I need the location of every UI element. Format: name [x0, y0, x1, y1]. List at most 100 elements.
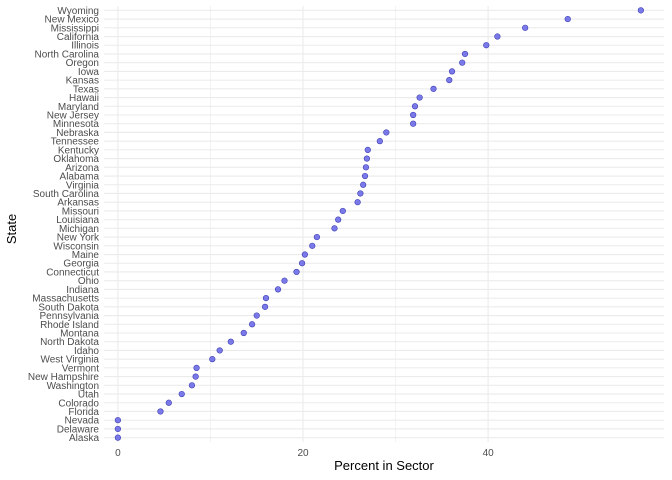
y-tick-label: Washington [47, 381, 99, 392]
data-point [274, 286, 282, 293]
data-point [383, 129, 390, 136]
y-tick-label: Minnesota [53, 119, 100, 130]
y-tick-label: Vermont [62, 363, 99, 374]
data-point [313, 233, 320, 241]
data-point [178, 390, 185, 398]
y-tick-label: Connecticut [46, 267, 99, 278]
y-tick-label: Arkansas [57, 198, 99, 209]
data-point [240, 329, 247, 337]
data-point [114, 425, 121, 433]
y-tick-label: Arizona [65, 163, 99, 174]
y-tick-label: Nebraska [56, 128, 99, 139]
data-point [188, 382, 196, 389]
y-tick-label: Hawaii [69, 93, 99, 104]
y-tick-label: Utah [78, 390, 99, 401]
x-tick-label: 20 [297, 448, 309, 459]
data-point [114, 417, 121, 424]
data-point [253, 312, 260, 319]
data-point [209, 356, 216, 363]
data-point [301, 251, 308, 258]
data-point [411, 103, 419, 110]
data-point [430, 85, 437, 92]
data-point [376, 138, 383, 145]
x-tick-label: 40 [483, 448, 495, 459]
data-points [114, 7, 644, 441]
y-tick-label: Alabama [60, 172, 100, 183]
data-point [410, 111, 417, 119]
y-tick-label: Mississippi [51, 23, 99, 34]
data-point [192, 373, 199, 380]
data-point [416, 94, 423, 101]
y-tick-label: South Carolina [33, 189, 100, 200]
y-tick-label: Michigan [59, 224, 99, 235]
y-axis-title: State [4, 214, 19, 244]
y-tick-label: Kansas [66, 76, 99, 87]
data-point [360, 181, 367, 188]
y-tick-label: Tennessee [51, 137, 100, 148]
y-tick-label: New Hampshire [28, 372, 100, 383]
data-point [157, 408, 164, 415]
data-point [193, 364, 200, 371]
y-tick-label: Wyoming [57, 6, 99, 17]
data-point [357, 190, 364, 197]
y-tick-label: California [57, 32, 100, 43]
y-tick-label: Indiana [66, 285, 99, 296]
x-axis-title: Percent in Sector [334, 458, 434, 473]
data-point [564, 15, 571, 23]
data-point [522, 24, 529, 31]
data-point [114, 434, 121, 441]
data-point [448, 68, 456, 75]
y-tick-label: North Dakota [40, 337, 99, 348]
y-tick-label: Montana [60, 329, 99, 340]
y-tick-label: Pennsylvania [40, 311, 100, 322]
data-point [335, 216, 342, 223]
y-tick-label: Florida [68, 407, 99, 418]
data-point [494, 33, 501, 40]
y-tick-label: Alaska [69, 433, 99, 444]
y-tick-label: Louisiana [56, 215, 99, 226]
y-tick-label: Rhode Island [40, 320, 99, 331]
data-point [637, 7, 644, 14]
y-tick-label: Wisconsin [53, 241, 99, 252]
y-tick-label: Massachusetts [32, 294, 99, 305]
y-tick-label: Delaware [57, 424, 100, 435]
grid-lines [104, 6, 664, 442]
data-point [362, 164, 370, 171]
y-tick-label: New Jersey [47, 111, 99, 122]
y-tick-label: West Virginia [40, 355, 99, 366]
y-tick-label: Illinois [71, 41, 99, 52]
y-tick-label: Maryland [58, 102, 99, 113]
data-point [262, 295, 270, 302]
data-point [410, 120, 417, 127]
data-point [339, 207, 346, 215]
y-tick-label: Oregon [66, 58, 99, 69]
y-tick-label: Nevada [65, 416, 100, 427]
data-point [363, 155, 370, 162]
data-point [309, 242, 316, 249]
x-axis-tick-labels: 0 20 40 [115, 448, 494, 459]
data-point [364, 146, 371, 153]
data-point [281, 277, 288, 284]
y-tick-label: Virginia [66, 180, 100, 191]
data-point [461, 50, 469, 58]
y-tick-label: Iowa [78, 67, 100, 78]
data-point [293, 268, 300, 276]
data-point [165, 399, 172, 406]
data-point [354, 199, 361, 206]
data-point [361, 172, 369, 180]
data-point [261, 303, 269, 310]
data-point [483, 42, 490, 49]
y-tick-label: Kentucky [58, 145, 99, 156]
y-tick-label: Missouri [62, 206, 99, 217]
data-point [227, 338, 234, 345]
y-tick-label: Oklahoma [53, 154, 99, 165]
y-tick-label: Idaho [74, 346, 99, 357]
y-tick-label: New York [57, 233, 100, 244]
y-tick-label: Maine [72, 250, 100, 261]
y-tick-label: New Mexico [45, 15, 100, 26]
data-point [331, 225, 338, 232]
y-tick-label: Texas [73, 84, 99, 95]
y-tick-label: South Dakota [38, 302, 99, 313]
